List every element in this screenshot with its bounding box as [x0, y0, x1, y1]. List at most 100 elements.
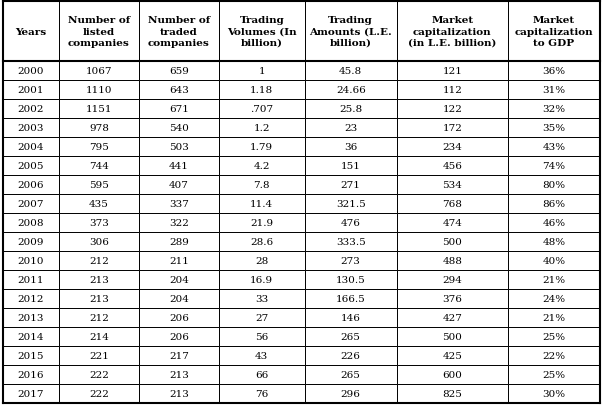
Bar: [139, 308, 219, 327]
Bar: [508, 62, 600, 81]
Bar: [139, 100, 219, 119]
Bar: [397, 290, 508, 308]
Bar: [397, 271, 508, 290]
Text: 43: 43: [255, 351, 268, 360]
Text: 213: 213: [89, 275, 109, 284]
Bar: [139, 346, 219, 365]
Bar: [3, 271, 59, 290]
Text: 222: 222: [89, 389, 109, 398]
Bar: [305, 384, 397, 403]
Text: 289: 289: [169, 238, 189, 247]
Bar: [139, 365, 219, 384]
Bar: [3, 327, 59, 346]
Bar: [508, 365, 600, 384]
Text: 768: 768: [443, 200, 463, 209]
Bar: [305, 365, 397, 384]
Bar: [139, 157, 219, 176]
Bar: [397, 252, 508, 271]
Text: 86%: 86%: [542, 200, 566, 209]
Bar: [397, 2, 508, 62]
Bar: [508, 81, 600, 100]
Text: 306: 306: [89, 238, 109, 247]
Bar: [139, 327, 219, 346]
Text: 1: 1: [259, 67, 265, 76]
Text: 213: 213: [89, 294, 109, 303]
Bar: [139, 176, 219, 195]
Text: 212: 212: [89, 256, 109, 265]
Text: 204: 204: [169, 275, 189, 284]
Text: 2005: 2005: [17, 162, 44, 171]
Text: 671: 671: [169, 105, 189, 114]
Text: 24%: 24%: [542, 294, 566, 303]
Text: 35%: 35%: [542, 124, 566, 133]
Text: 2002: 2002: [17, 105, 44, 114]
Text: 337: 337: [169, 200, 189, 209]
Text: 476: 476: [341, 219, 361, 228]
Bar: [219, 100, 305, 119]
Bar: [59, 232, 139, 252]
Text: 213: 213: [169, 370, 189, 379]
Text: 2000: 2000: [17, 67, 44, 76]
Text: 425: 425: [443, 351, 463, 360]
Bar: [219, 195, 305, 213]
Text: 28.6: 28.6: [250, 238, 273, 247]
Bar: [139, 213, 219, 232]
Bar: [59, 100, 139, 119]
Text: 1.2: 1.2: [253, 124, 270, 133]
Bar: [59, 81, 139, 100]
Text: 2007: 2007: [17, 200, 44, 209]
Bar: [508, 346, 600, 365]
Bar: [3, 2, 59, 62]
Text: 222: 222: [89, 370, 109, 379]
Text: 978: 978: [89, 124, 109, 133]
Bar: [397, 62, 508, 81]
Text: 271: 271: [341, 181, 361, 190]
Bar: [3, 100, 59, 119]
Text: 234: 234: [443, 143, 463, 152]
Bar: [219, 138, 305, 157]
Text: Trading
Volumes (In
billion): Trading Volumes (In billion): [227, 17, 297, 47]
Bar: [305, 290, 397, 308]
Text: 206: 206: [169, 313, 189, 322]
Text: 2001: 2001: [17, 86, 44, 95]
Text: 488: 488: [443, 256, 463, 265]
Text: 25.8: 25.8: [339, 105, 362, 114]
Bar: [397, 213, 508, 232]
Text: 213: 213: [169, 389, 189, 398]
Text: 112: 112: [443, 86, 463, 95]
Bar: [59, 271, 139, 290]
Bar: [305, 308, 397, 327]
Bar: [305, 81, 397, 100]
Text: 30%: 30%: [542, 389, 566, 398]
Bar: [508, 100, 600, 119]
Text: 2015: 2015: [17, 351, 44, 360]
Bar: [397, 346, 508, 365]
Text: 2012: 2012: [17, 294, 44, 303]
Bar: [219, 232, 305, 252]
Bar: [219, 252, 305, 271]
Text: 146: 146: [341, 313, 361, 322]
Bar: [59, 252, 139, 271]
Bar: [219, 176, 305, 195]
Text: 221: 221: [89, 351, 109, 360]
Text: 474: 474: [443, 219, 463, 228]
Bar: [139, 62, 219, 81]
Text: 11.4: 11.4: [250, 200, 273, 209]
Text: 76: 76: [255, 389, 268, 398]
Text: 500: 500: [443, 333, 463, 341]
Text: 172: 172: [443, 124, 463, 133]
Text: 80%: 80%: [542, 181, 566, 190]
Bar: [305, 195, 397, 213]
Text: 296: 296: [341, 389, 361, 398]
Text: 28: 28: [255, 256, 268, 265]
Bar: [397, 119, 508, 138]
Bar: [305, 327, 397, 346]
Bar: [397, 138, 508, 157]
Text: 456: 456: [443, 162, 463, 171]
Text: 2008: 2008: [17, 219, 44, 228]
Text: 600: 600: [443, 370, 463, 379]
Bar: [508, 290, 600, 308]
Text: 22%: 22%: [542, 351, 566, 360]
Bar: [305, 252, 397, 271]
Text: 40%: 40%: [542, 256, 566, 265]
